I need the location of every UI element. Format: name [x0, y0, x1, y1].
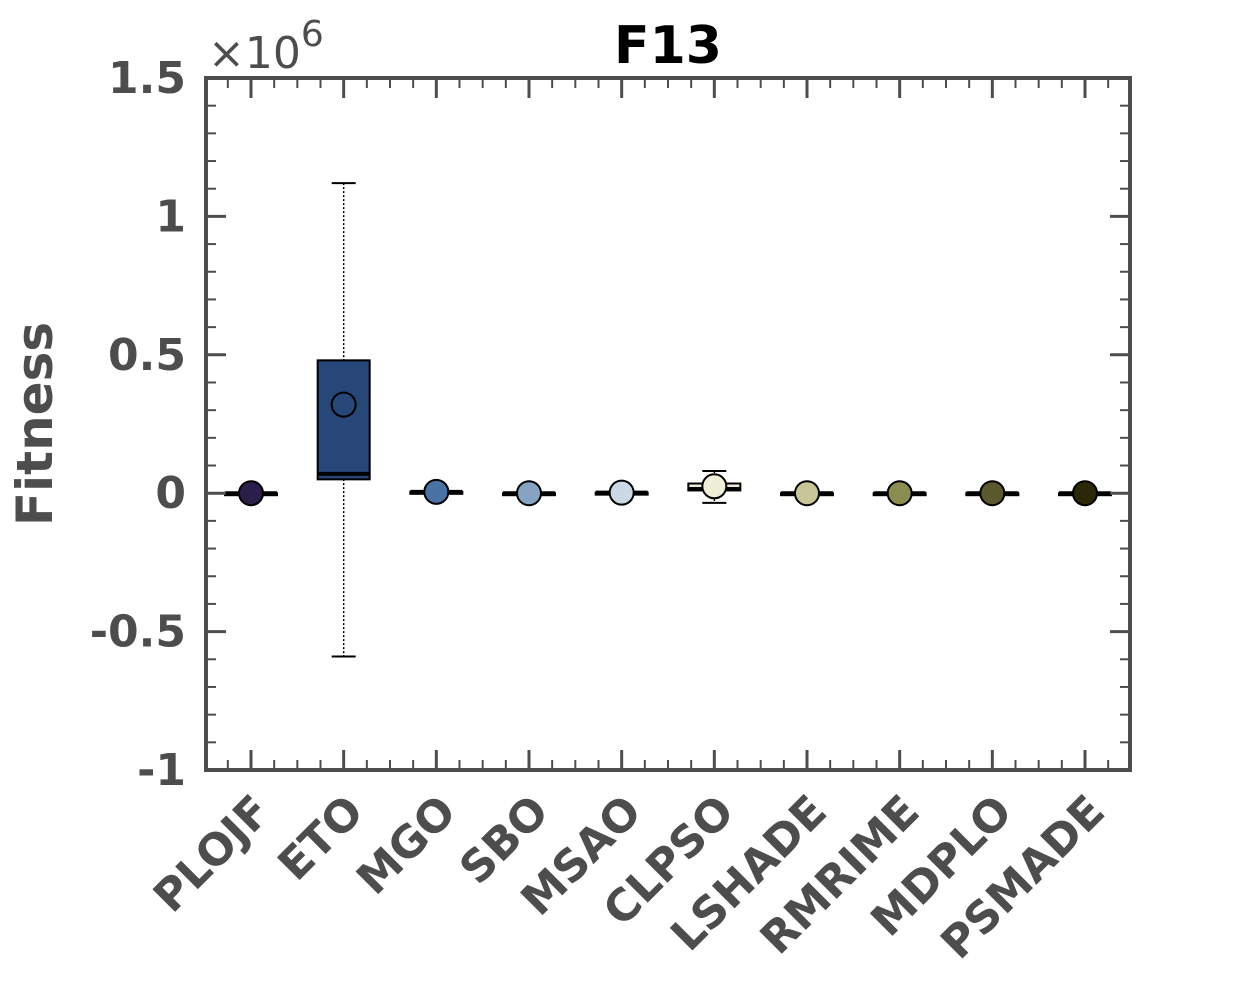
y-tick-label: 0 [155, 468, 186, 519]
mean-marker [701, 473, 728, 500]
y-tick-label: 1.5 [108, 53, 186, 104]
iqr-box [316, 359, 371, 481]
tick-labels-layer: -1-0.500.511.5PLOJFETOMGOSBOMSAOCLPSOLSH… [90, 53, 1115, 969]
y-axis-exponent-label: ×106 [208, 14, 324, 79]
mean-marker [516, 480, 542, 507]
mean-marker [1072, 480, 1098, 507]
x-tick-label: PLOJF [144, 786, 281, 923]
chart-title: F13 [614, 16, 722, 76]
y-axis-exponent-base: ×10 [208, 28, 301, 79]
mean-marker [238, 480, 264, 507]
y-axis-label: Fitness [6, 322, 64, 526]
y-tick-label: -1 [137, 745, 186, 796]
y-tick-label: -0.5 [90, 607, 186, 658]
ticks-layer [206, 76, 1130, 772]
mean-marker [608, 479, 635, 506]
y-tick-label: 1 [155, 191, 186, 242]
mean-marker [979, 480, 1006, 507]
mean-marker [794, 480, 820, 507]
y-axis-exponent-power: 6 [301, 14, 324, 55]
mean-marker [886, 480, 913, 507]
boxes-layer [224, 182, 1112, 658]
mean-marker [423, 478, 450, 505]
mean-marker [330, 391, 357, 418]
x-tick-label: MGO [347, 786, 466, 905]
y-tick-label: 0.5 [108, 330, 186, 381]
